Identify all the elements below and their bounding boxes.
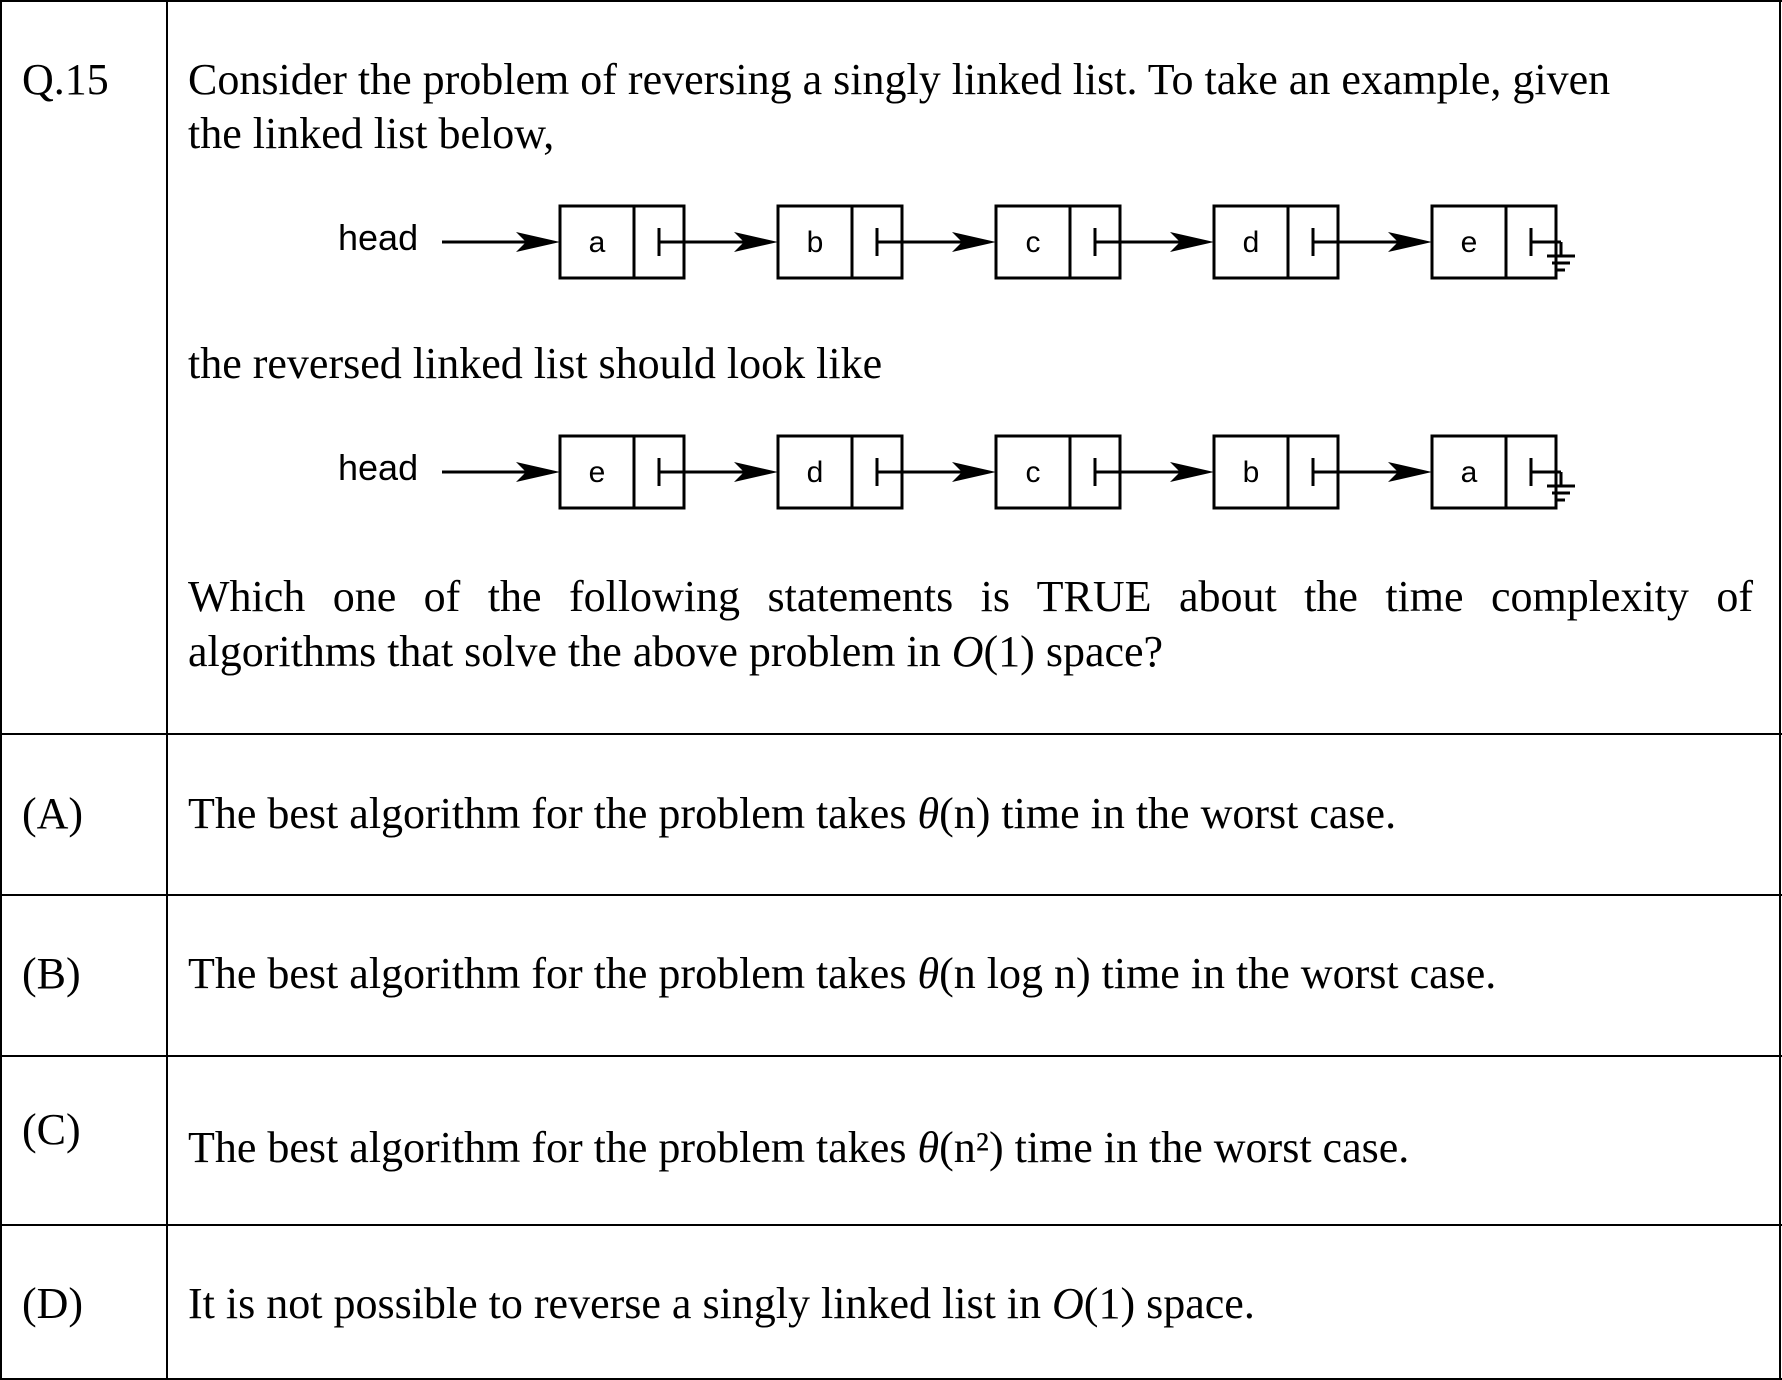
complexity-symbol: θ — [917, 1123, 940, 1172]
reversed-list-head-arrowhead — [516, 462, 560, 482]
option-b-text[interactable]: The best algorithm for the problem takes… — [188, 952, 1496, 996]
table-border-left — [0, 0, 2, 1380]
stem-line-5-text: algorithms that solve the above problem … — [188, 627, 952, 676]
reversed-list-next-arrowhead — [1170, 462, 1214, 482]
complexity-argument: (n log n) — [939, 949, 1091, 998]
complexity-argument: (n) — [939, 789, 991, 838]
option-text-lead: The best algorithm for the problem takes — [188, 1123, 918, 1172]
original-list-node-value: d — [1243, 226, 1260, 259]
option-text-tail: time in the worst case. — [1090, 949, 1497, 998]
option-b-label[interactable]: (B) — [22, 949, 81, 998]
table-row-divider — [0, 733, 1782, 735]
option-text-tail: time in the worst case. — [990, 789, 1397, 838]
option-d-text[interactable]: It is not possible to reverse a singly l… — [188, 1282, 1255, 1326]
original-list-node-value: c — [1026, 226, 1041, 259]
option-c-label[interactable]: (C) — [22, 1105, 81, 1154]
complexity-argument: (1) — [1083, 1279, 1136, 1328]
table-column-divider — [166, 0, 168, 1380]
option-text-tail: time in the worst case. — [1003, 1123, 1410, 1172]
table-border-right — [1779, 0, 1781, 1380]
reversed-list-node-value: c — [1026, 456, 1041, 489]
original-list-next-arrowhead — [734, 232, 778, 252]
original-list-node-value: b — [807, 226, 824, 259]
reversed-list-next-arrowhead — [952, 462, 996, 482]
option-c-text[interactable]: The best algorithm for the problem takes… — [188, 1126, 1409, 1170]
reversed-list-head-label: head — [338, 447, 419, 488]
option-text-tail: space. — [1135, 1279, 1255, 1328]
complexity-argument: (n²) — [939, 1123, 1004, 1172]
stem-line-5-tail: space? — [1034, 627, 1164, 676]
question-number: Q.15 — [22, 55, 109, 104]
reversed-list-next-arrowhead — [734, 462, 778, 482]
original-linked-list: a b c d e — [442, 204, 1575, 280]
original-list-next-arrowhead — [1388, 232, 1432, 252]
complexity-symbol: θ — [917, 789, 940, 838]
original-list-next-arrowhead — [1170, 232, 1214, 252]
original-list-head-label: head — [338, 217, 419, 258]
table-border-bottom — [0, 1378, 1782, 1380]
option-a-text[interactable]: The best algorithm for the problem takes… — [188, 792, 1396, 836]
option-a-label[interactable]: (A) — [22, 789, 84, 838]
reversed-list-next-arrowhead — [1388, 462, 1432, 482]
question-stem-line-4: Which one of the following statements is… — [188, 572, 1753, 621]
big-o-symbol: O — [951, 627, 984, 676]
option-text-lead: It is not possible to reverse a singly l… — [188, 1279, 1053, 1328]
reversed-list-node-value: e — [589, 456, 606, 489]
question-stem-line-5: algorithms that solve the above problem … — [188, 630, 1163, 674]
option-text-lead: The best algorithm for the problem takes — [188, 949, 918, 998]
complexity-symbol: O — [1052, 1279, 1084, 1328]
question-stem-line-1: Consider the problem of reversing a sing… — [188, 55, 1611, 104]
reversed-list-node-value: d — [807, 456, 824, 489]
original-list-node-value: e — [1461, 226, 1478, 259]
table-row-divider — [0, 1224, 1782, 1226]
question-stem-line-3: the reversed linked list should look lik… — [188, 339, 883, 388]
complexity-symbol: θ — [917, 949, 940, 998]
option-d-label[interactable]: (D) — [22, 1279, 84, 1328]
original-list-next-arrowhead — [952, 232, 996, 252]
table-row-divider — [0, 1055, 1782, 1057]
reversed-list-node-value: b — [1243, 456, 1260, 489]
option-text-lead: The best algorithm for the problem takes — [188, 789, 918, 838]
table-border-top — [0, 0, 1782, 2]
original-list-head-arrowhead — [516, 232, 560, 252]
big-o-argument: (1) — [983, 627, 1035, 676]
original-list-node-value: a — [589, 226, 606, 259]
reversed-list-node-value: a — [1461, 456, 1478, 489]
table-row-divider — [0, 894, 1782, 896]
question-stem-line-2: the linked list below, — [188, 109, 555, 158]
